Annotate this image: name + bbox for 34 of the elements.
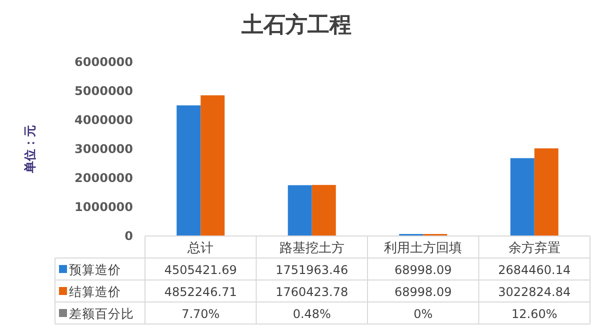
text: 0.48% [292,307,331,321]
y-tick-label: 0 [124,229,133,243]
y-tick-label: 3000000 [74,142,133,156]
legend-label: 预算造价 [69,262,121,277]
text: 0% [414,307,433,321]
bar [510,158,534,236]
bar [312,184,336,236]
text: 12.60% [511,307,558,321]
y-tick-label: 2000000 [74,171,133,185]
data-label: 2684460.14 [498,263,571,277]
x-tick-label: 总计 [186,241,214,256]
y-axis-title: 单位：元 [23,125,37,174]
x-tick-label: 路基挖土方 [279,240,344,256]
data-label: 68998.09 [394,263,452,277]
y-tick-label: 6000000 [74,55,133,69]
y-tick-label: 5000000 [74,84,133,98]
y-tick-label: 4000000 [74,113,133,127]
chart-title: 土石方工程 [240,12,352,38]
bar [200,95,225,236]
data-label: 3022824.84 [498,285,571,299]
data-label: 1760423.78 [276,285,348,299]
data-label: 1751963.46 [276,263,348,277]
data-label: 68998.09 [394,285,452,299]
data-label: 4505421.69 [164,263,237,277]
bar [534,148,558,236]
data-label: 4852246.71 [164,285,237,299]
y-tick-label: 1000000 [74,200,133,214]
x-tick-label: 利用土方回填 [384,240,462,256]
bar [288,185,312,236]
legend-label: 差额百分比 [69,306,134,321]
x-tick-label: 余方弃置 [508,240,560,256]
text: 7.70% [182,307,220,321]
bar [176,105,201,236]
legend-label: 结算造价 [69,284,121,299]
